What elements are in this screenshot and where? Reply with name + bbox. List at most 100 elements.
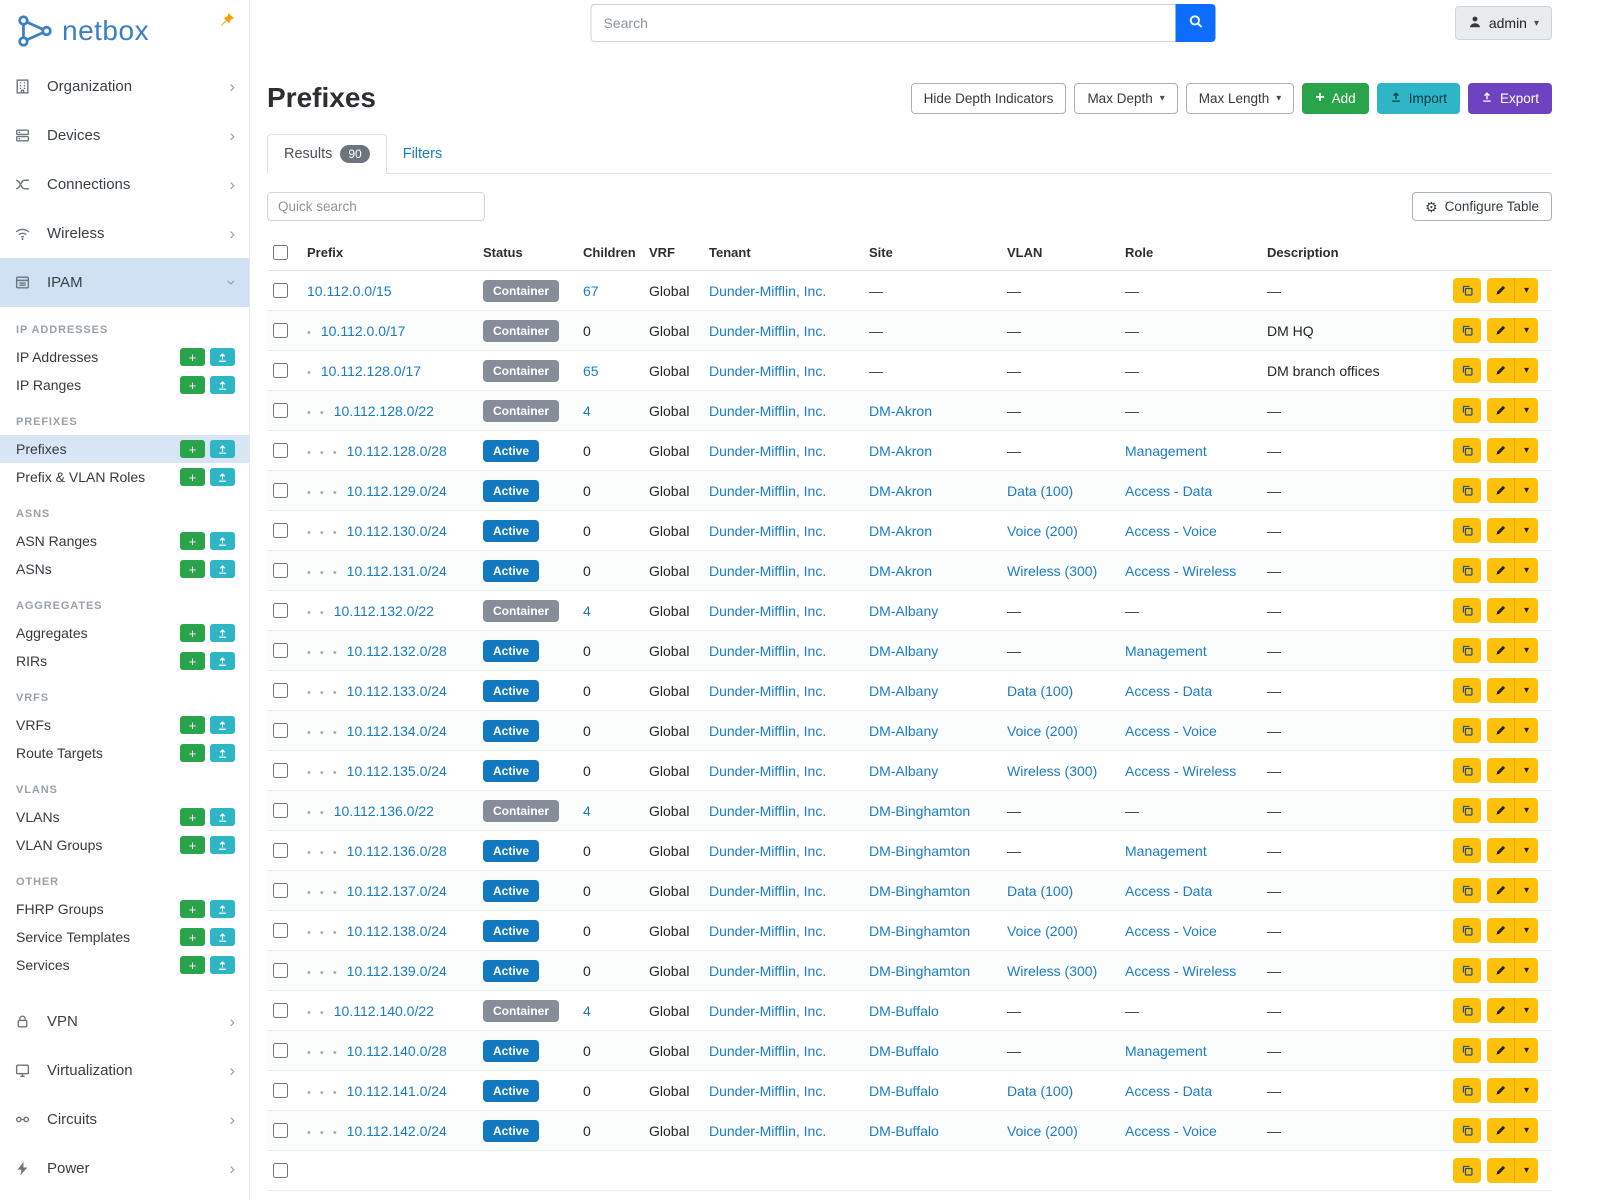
add-button[interactable]: +	[180, 624, 205, 642]
actions-dropdown-button[interactable]: ▾	[1515, 598, 1538, 624]
tenant-link[interactable]: Dunder-Mifflin, Inc.	[709, 642, 827, 659]
import-button[interactable]	[210, 624, 235, 642]
sidebar-item-service-templates[interactable]: Service Templates +	[0, 923, 249, 951]
sidebar-pin-icon[interactable]	[219, 12, 235, 31]
actions-dropdown-button[interactable]: ▾	[1515, 998, 1538, 1024]
clone-button[interactable]	[1453, 1118, 1481, 1144]
actions-dropdown-button[interactable]: ▾	[1515, 478, 1538, 504]
tenant-link[interactable]: Dunder-Mifflin, Inc.	[709, 442, 827, 459]
edit-button[interactable]	[1487, 878, 1515, 904]
row-checkbox[interactable]	[273, 283, 288, 299]
prefix-link[interactable]: 10.112.141.0/24	[346, 1082, 447, 1099]
clone-button[interactable]	[1453, 918, 1481, 944]
import-button[interactable]	[210, 560, 235, 578]
import-button[interactable]	[210, 440, 235, 458]
row-checkbox[interactable]	[273, 803, 288, 819]
prefix-link[interactable]: 10.112.136.0/22	[333, 802, 434, 819]
row-checkbox[interactable]	[273, 723, 288, 739]
actions-dropdown-button[interactable]: ▾	[1515, 718, 1538, 744]
vlan-link[interactable]: Voice (200)	[1007, 922, 1078, 939]
max-depth-dropdown[interactable]: Max Depth ▾	[1074, 82, 1178, 114]
actions-dropdown-button[interactable]: ▾	[1515, 558, 1538, 584]
edit-button[interactable]	[1487, 798, 1515, 824]
sidebar-item-circuits[interactable]: Circuits ›	[0, 1095, 249, 1144]
tenant-link[interactable]: Dunder-Mifflin, Inc.	[709, 1122, 827, 1139]
role-link[interactable]: Access - Data	[1125, 482, 1213, 499]
edit-button[interactable]	[1487, 518, 1515, 544]
role-link[interactable]: Access - Wireless	[1125, 562, 1237, 579]
sidebar-item-asn-ranges[interactable]: ASN Ranges +	[0, 527, 249, 555]
row-checkbox[interactable]	[273, 403, 288, 419]
row-checkbox[interactable]	[273, 483, 288, 499]
tenant-link[interactable]: Dunder-Mifflin, Inc.	[709, 1082, 827, 1099]
row-checkbox[interactable]	[273, 443, 288, 459]
edit-button[interactable]	[1487, 1038, 1515, 1064]
prefix-link[interactable]: 10.112.136.0/28	[346, 842, 447, 859]
tenant-link[interactable]: Dunder-Mifflin, Inc.	[709, 1002, 827, 1019]
actions-dropdown-button[interactable]: ▾	[1515, 1158, 1538, 1184]
add-button[interactable]: +	[180, 716, 205, 734]
export-button[interactable]: Export	[1467, 82, 1552, 114]
sidebar-item-organization[interactable]: Organization ›	[0, 62, 249, 111]
children-link[interactable]: 4	[583, 402, 591, 419]
row-checkbox[interactable]	[273, 323, 288, 339]
clone-button[interactable]	[1453, 558, 1481, 584]
site-link[interactable]: DM-Binghamton	[869, 882, 971, 899]
actions-dropdown-button[interactable]: ▾	[1515, 438, 1538, 464]
site-link[interactable]: DM-Albany	[869, 762, 939, 779]
sidebar-item-wireless[interactable]: Wireless ›	[0, 209, 249, 258]
add-button[interactable]: +	[180, 468, 205, 486]
row-checkbox[interactable]	[273, 843, 288, 859]
tenant-link[interactable]: Dunder-Mifflin, Inc.	[709, 962, 827, 979]
column-header-vrf[interactable]: VRF	[643, 237, 703, 272]
tenant-link[interactable]: Dunder-Mifflin, Inc.	[709, 1042, 827, 1059]
tab-filters[interactable]: Filters	[387, 134, 458, 173]
clone-button[interactable]	[1453, 478, 1481, 504]
clone-button[interactable]	[1453, 678, 1481, 704]
edit-button[interactable]	[1487, 758, 1515, 784]
search-input[interactable]	[590, 4, 1176, 42]
sidebar-item-services[interactable]: Services +	[0, 951, 249, 979]
actions-dropdown-button[interactable]: ▾	[1515, 878, 1538, 904]
row-checkbox[interactable]	[273, 963, 288, 979]
row-checkbox[interactable]	[273, 1003, 288, 1019]
netbox-logo-icon[interactable]	[14, 10, 56, 52]
prefix-link[interactable]: 10.112.134.0/24	[346, 722, 447, 739]
add-button[interactable]: +	[180, 956, 205, 974]
prefix-link[interactable]: 10.112.0.0/15	[307, 282, 392, 299]
vlan-link[interactable]: Data (100)	[1007, 882, 1074, 899]
vlan-link[interactable]: Voice (200)	[1007, 1122, 1078, 1139]
sidebar-item-connections[interactable]: Connections ›	[0, 160, 249, 209]
role-link[interactable]: Access - Voice	[1125, 522, 1217, 539]
role-link[interactable]: Management	[1125, 442, 1207, 459]
edit-button[interactable]	[1487, 1078, 1515, 1104]
site-link[interactable]: DM-Buffalo	[869, 1002, 939, 1019]
add-button[interactable]: +	[180, 376, 205, 394]
edit-button[interactable]	[1487, 598, 1515, 624]
vlan-link[interactable]: Data (100)	[1007, 1082, 1074, 1099]
vlan-link[interactable]: Voice (200)	[1007, 522, 1078, 539]
prefix-link[interactable]: 10.112.135.0/24	[346, 762, 447, 779]
vlan-link[interactable]: Data (100)	[1007, 482, 1074, 499]
edit-button[interactable]	[1487, 1118, 1515, 1144]
row-checkbox[interactable]	[273, 523, 288, 539]
actions-dropdown-button[interactable]: ▾	[1515, 958, 1538, 984]
children-link[interactable]: 4	[583, 1002, 591, 1019]
sidebar-item-vlan-groups[interactable]: VLAN Groups +	[0, 831, 249, 859]
edit-button[interactable]	[1487, 278, 1515, 304]
sidebar-item-rirs[interactable]: RIRs +	[0, 647, 249, 675]
add-button[interactable]: +	[180, 652, 205, 670]
sidebar-item-prefixes[interactable]: Prefixes +	[0, 435, 249, 463]
edit-button[interactable]	[1487, 838, 1515, 864]
row-checkbox[interactable]	[273, 1123, 288, 1139]
site-link[interactable]: DM-Buffalo	[869, 1042, 939, 1059]
sidebar-item-fhrp-groups[interactable]: FHRP Groups +	[0, 895, 249, 923]
clone-button[interactable]	[1453, 438, 1481, 464]
prefix-link[interactable]: 10.112.138.0/24	[346, 922, 447, 939]
vlan-link[interactable]: Wireless (300)	[1007, 762, 1098, 779]
children-link[interactable]: 65	[583, 362, 599, 379]
prefix-link[interactable]: 10.112.142.0/24	[346, 1122, 447, 1139]
actions-dropdown-button[interactable]: ▾	[1515, 758, 1538, 784]
role-link[interactable]: Access - Data	[1125, 1082, 1213, 1099]
prefix-link[interactable]: 10.112.132.0/22	[333, 602, 434, 619]
